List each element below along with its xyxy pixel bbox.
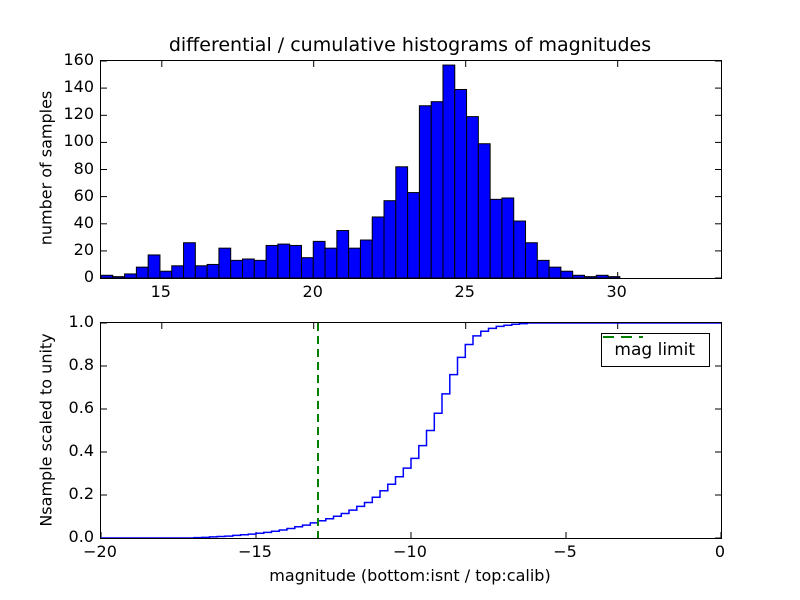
x-tick-label: 25 xyxy=(455,283,475,301)
histogram-bar xyxy=(136,267,148,278)
histogram-bar xyxy=(608,277,620,278)
histogram-bar xyxy=(573,275,585,278)
y-tick-label: 20 xyxy=(54,241,94,259)
histogram-bar xyxy=(313,241,325,278)
histogram-bar xyxy=(125,274,137,278)
histogram-bar xyxy=(337,231,349,278)
bottom-y-axis-label: Nsample scaled to unity xyxy=(37,333,56,526)
y-tick-label: 160 xyxy=(54,51,94,69)
y-tick-label: 0.2 xyxy=(54,485,94,503)
histogram-bar xyxy=(243,259,255,278)
histogram-bar xyxy=(478,144,490,278)
differential-histogram xyxy=(101,61,721,278)
y-tick-label: 140 xyxy=(54,78,94,96)
x-axis-label: magnitude (bottom:isnt / top:calib) xyxy=(100,566,720,585)
x-tick-label: −10 xyxy=(393,543,427,561)
histogram-bar xyxy=(467,117,479,278)
histogram-bar xyxy=(207,264,219,278)
histogram-bar xyxy=(301,258,313,278)
histogram-bar xyxy=(384,201,396,278)
y-tick-label: 0.8 xyxy=(54,356,94,374)
y-tick-label: 0 xyxy=(54,268,94,286)
histogram-bar xyxy=(172,266,184,278)
histogram-bar xyxy=(455,89,467,278)
legend-dashed-line-sample xyxy=(602,334,644,340)
histogram-bar xyxy=(372,217,384,278)
histogram-bar xyxy=(278,244,290,278)
x-tick-label: 20 xyxy=(303,283,323,301)
x-tick-label: −5 xyxy=(553,543,577,561)
histogram-bar xyxy=(561,271,573,278)
histogram-bar xyxy=(101,275,113,278)
histogram-bar xyxy=(290,245,302,278)
histogram-bar xyxy=(419,106,431,278)
top-axes xyxy=(100,60,722,279)
chart-title: differential / cumulative histograms of … xyxy=(100,34,720,56)
histogram-bar xyxy=(396,167,408,278)
y-tick-label: 1.0 xyxy=(54,313,94,331)
histogram-bar xyxy=(148,255,160,278)
legend-label: mag limit xyxy=(614,340,695,360)
y-tick-label: 0.6 xyxy=(54,399,94,417)
histogram-bar xyxy=(514,221,526,278)
histogram-bar xyxy=(490,199,502,278)
histogram-bar xyxy=(537,260,549,278)
histogram-bar xyxy=(408,193,420,278)
histogram-bar xyxy=(549,267,561,278)
histogram-bar xyxy=(431,102,443,278)
y-tick-label: 0.4 xyxy=(54,442,94,460)
histogram-bar xyxy=(254,260,266,278)
x-tick-label: 15 xyxy=(151,283,171,301)
histogram-bar xyxy=(443,65,455,278)
histogram-bar xyxy=(231,260,243,278)
histogram-bar xyxy=(160,271,172,278)
histogram-bar xyxy=(219,248,231,278)
top-y-axis-label: number of samples xyxy=(37,91,56,246)
x-tick-label: 0 xyxy=(715,543,725,561)
histogram-bar xyxy=(584,277,596,278)
y-tick-label: 60 xyxy=(54,187,94,205)
histogram-bar xyxy=(349,248,361,278)
x-tick-label: 30 xyxy=(606,283,626,301)
histogram-bar xyxy=(596,275,608,278)
histogram-bar xyxy=(325,248,337,278)
y-tick-label: 40 xyxy=(54,214,94,232)
figure: differential / cumulative histograms of … xyxy=(0,0,800,600)
histogram-bar xyxy=(113,277,125,278)
histogram-bar xyxy=(184,243,196,278)
x-tick-label: −15 xyxy=(238,543,272,561)
histogram-bar xyxy=(195,266,207,278)
y-tick-label: 80 xyxy=(54,160,94,178)
y-tick-label: 0.0 xyxy=(54,528,94,546)
legend: mag limit xyxy=(601,333,710,367)
histogram-bar xyxy=(266,245,278,278)
histogram-bar xyxy=(360,240,372,278)
histogram-bar xyxy=(502,198,514,278)
y-tick-label: 100 xyxy=(54,132,94,150)
y-tick-label: 120 xyxy=(54,105,94,123)
bottom-axes: mag limit xyxy=(100,322,722,539)
histogram-bar xyxy=(526,243,538,278)
